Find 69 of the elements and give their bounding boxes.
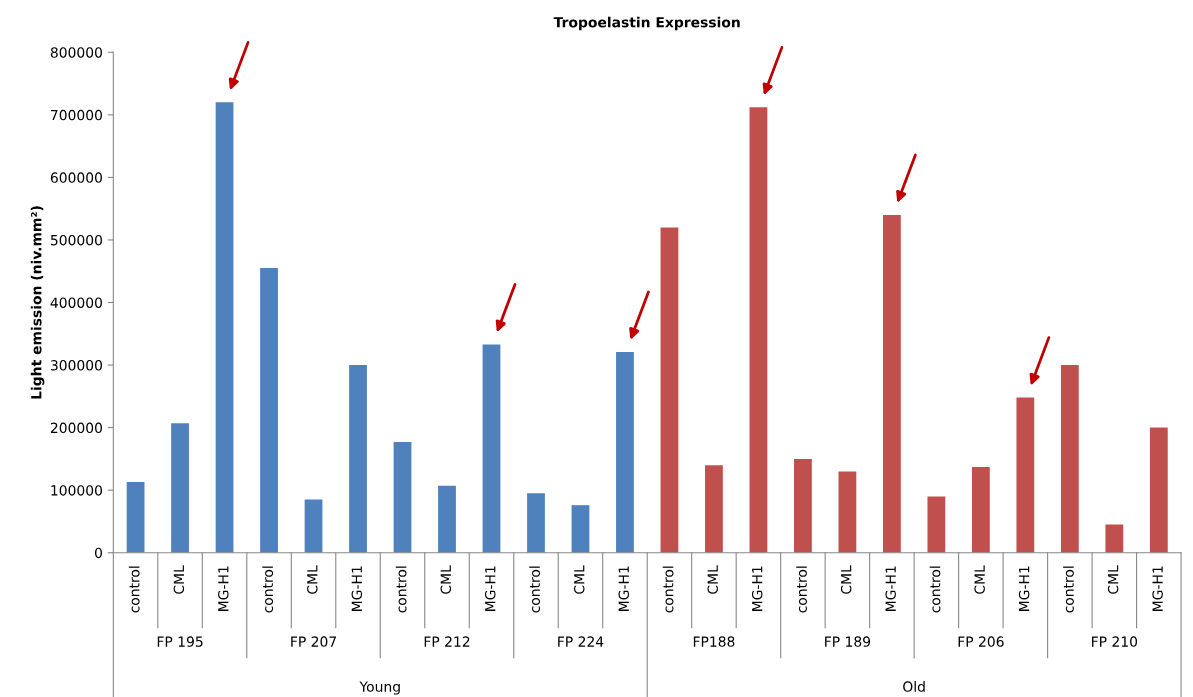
x-tick-label: CML [440,565,452,594]
bar [971,467,990,553]
text: FP 206 [958,636,1004,647]
x-tick-label: MG-H1 [885,566,896,611]
x-tick-label: MG-H1 [351,566,363,611]
y-axis-title: Light emission (niv.mm²) [30,206,45,399]
bar [1060,365,1079,553]
y-tick-label: 400000 [50,297,102,308]
bar [927,496,946,553]
bar [215,102,234,553]
y-tick-label: 100000 [51,485,102,496]
bar [126,482,145,553]
x-tick-label: MG-H1 [1018,566,1030,611]
x-tick-label: CML [840,565,852,594]
y-tick-label: 800000 [50,47,102,58]
bar [527,493,545,553]
bar [571,505,590,553]
bar [260,268,278,553]
bar [349,365,367,553]
x-tick-label: CML [707,565,718,594]
bar [705,465,723,553]
text: FP 195 [157,636,203,647]
bar [882,214,901,553]
x-tick-label: CML [307,565,318,594]
bar [616,351,634,553]
x-tick-label: control [929,566,941,613]
bar [1016,397,1035,553]
x-tick-label: control [662,566,674,613]
x-tick-label: MG-H1 [218,566,229,611]
text: Young [359,681,400,695]
bar [393,442,412,553]
x-tick-label: MG-H1 [485,566,496,611]
y-tick-label: 300000 [50,360,102,371]
bar [794,458,812,553]
x-tick-label: control [529,566,541,613]
x-tick-label: control [395,566,407,613]
bar [1149,427,1168,553]
text: FP 207 [291,636,336,647]
text: Old [903,681,925,692]
x-tick-label: MG-H1 [618,566,629,611]
bar [749,107,768,553]
y-tick-label: 0 [95,547,102,559]
x-tick-label: control [262,566,274,613]
x-tick-label: control [1063,566,1074,613]
x-tick-label: MG-H1 [1152,566,1163,611]
x-tick-label: CML [974,565,985,594]
y-tick-label: 600000 [50,172,102,183]
bar [660,227,679,553]
bar [438,485,456,553]
y-tick-label: 500000 [50,234,102,246]
text: FP 212 [424,636,470,647]
bar [838,471,857,553]
bar [482,344,501,553]
x-tick-label: CML [573,565,585,594]
y-tick-label: 700000 [51,109,102,121]
x-tick-label: control [128,566,140,613]
bar [1105,524,1124,553]
text: FP 224 [558,636,604,647]
x-tick-label: CML [173,565,185,594]
x-tick-label: MG-H1 [751,566,763,611]
y-tick-label: 200000 [50,422,102,434]
text: FP 210 [1092,636,1138,647]
x-tick-label: control [796,566,807,613]
bar [304,499,323,553]
bar [171,423,189,553]
text: FP188 [693,636,735,647]
text: FP 189 [825,636,871,647]
x-tick-label: CML [1107,565,1119,594]
chart-title: Tropoelastin Expression [553,16,740,31]
